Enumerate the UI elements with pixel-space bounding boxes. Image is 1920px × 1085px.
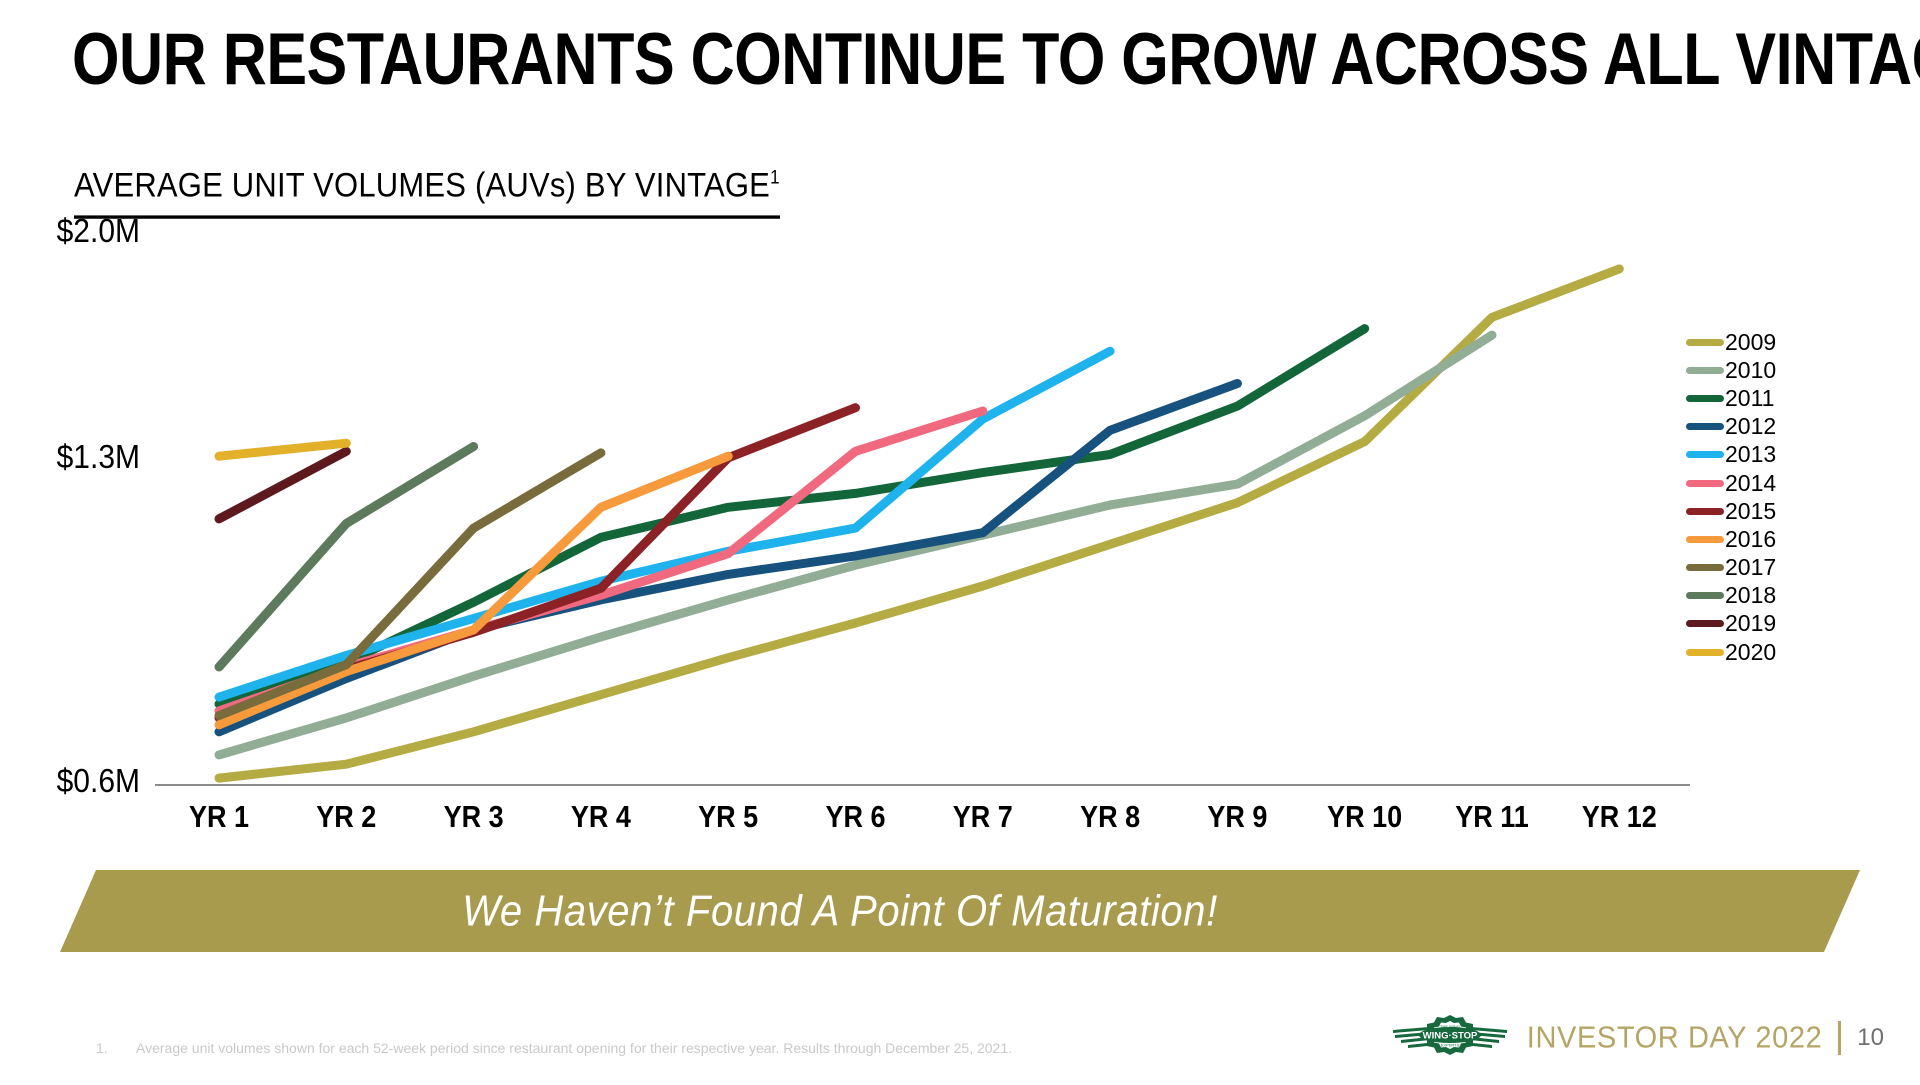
legend-swatch-icon-2010 (1686, 366, 1724, 374)
legend-label-2020: 2020 (1725, 638, 1777, 665)
x-axis-tick-yr-2: YR 2 (316, 800, 377, 834)
x-axis-tick-yr-9: YR 9 (1207, 800, 1268, 834)
legend-item-2011[interactable]: 2011 (1686, 384, 1776, 412)
x-axis-tick-yr-10: YR 10 (1327, 800, 1403, 834)
legend-label-2013: 2013 (1725, 441, 1777, 468)
legend-item-2019[interactable]: 2019 (1686, 610, 1776, 638)
y-axis-tick-06M: $0.6M (56, 763, 140, 800)
x-axis-tick-yr-3: YR 3 (443, 800, 504, 834)
legend-swatch-icon-2020 (1686, 648, 1724, 656)
series-line-2018 (214, 442, 479, 672)
x-axis-tick-yr-7: YR 7 (952, 800, 1013, 834)
x-axis-tick-yr-6: YR 6 (825, 800, 886, 834)
legend-label-2019: 2019 (1725, 610, 1777, 637)
brand-label: INVESTOR DAY 2022 (1526, 1020, 1823, 1055)
legend-swatch-icon-2013 (1686, 451, 1724, 459)
series-line-2017 (214, 448, 606, 721)
legend-item-2012[interactable]: 2012 (1686, 413, 1776, 441)
legend-item-2018[interactable]: 2018 (1686, 582, 1776, 610)
brand-divider (1838, 1021, 1842, 1055)
y-axis-tick-20M: $2.0M (56, 213, 140, 250)
svg-text:EXPERTS: EXPERTS (1440, 1043, 1459, 1048)
footer-brand: WING·STOP THE WING EXPERTS INVESTOR DAY … (1389, 1008, 1884, 1068)
legend-swatch-icon-2012 (1686, 423, 1724, 431)
legend-item-2014[interactable]: 2014 (1686, 469, 1776, 497)
chart-subtitle-superscript: 1 (770, 166, 780, 189)
callout-banner: We Haven’t Found A Point Of Maturation! (60, 870, 1860, 952)
legend-label-2015: 2015 (1725, 497, 1777, 524)
chart-subtitle-wrap: AVERAGE UNIT VOLUMES (AUVs) BY VINTAGE1 (74, 165, 780, 219)
legend-label-2016: 2016 (1725, 525, 1777, 552)
x-axis-tick-yr-8: YR 8 (1080, 800, 1141, 834)
legend-swatch-icon-2011 (1686, 394, 1724, 402)
legend-swatch-icon-2009 (1686, 338, 1724, 346)
legend-item-2010[interactable]: 2010 (1686, 356, 1776, 384)
series-line-2020 (214, 438, 351, 461)
legend-item-2020[interactable]: 2020 (1686, 638, 1776, 666)
legend-swatch-icon-2016 (1686, 535, 1724, 543)
svg-text:THE WING: THE WING (1440, 1024, 1460, 1029)
series-line-2010 (214, 330, 1497, 760)
callout-banner-text: We Haven’t Found A Point Of Maturation! (462, 886, 1218, 935)
x-axis-tick-yr-12: YR 12 (1581, 800, 1657, 834)
x-axis-tick-yr-1: YR 1 (188, 800, 250, 834)
series-line-2009 (214, 264, 1624, 783)
footnote: 1. Average unit volumes shown for each 5… (96, 1040, 1012, 1056)
legend-swatch-icon-2014 (1686, 479, 1724, 487)
legend-item-2015[interactable]: 2015 (1686, 497, 1776, 525)
legend-item-2017[interactable]: 2017 (1686, 554, 1776, 582)
legend-item-2016[interactable]: 2016 (1686, 525, 1776, 553)
legend-item-2009[interactable]: 2009 (1686, 328, 1776, 356)
svg-text:WING·STOP: WING·STOP (1422, 1031, 1477, 1042)
legend-swatch-icon-2019 (1686, 620, 1724, 628)
x-axis-tick-yr-4: YR 4 (570, 800, 631, 834)
legend-label-2017: 2017 (1725, 554, 1777, 581)
wingstop-logo: WING·STOP THE WING EXPERTS (1392, 1015, 1507, 1055)
x-axis-tick-yr-5: YR 5 (698, 800, 759, 834)
series-line-2013 (214, 346, 1115, 702)
legend-label-2018: 2018 (1725, 582, 1777, 609)
y-axis-tick-13M: $1.3M (56, 439, 140, 476)
page-title: OUR RESTAURANTS CONTINUE TO GROW ACROSS … (72, 19, 1920, 101)
chart-legend: 2009 2010 2011 2012 2013 2014 2015 2016 2017 2018… (1686, 328, 1776, 666)
footnote-number: 1. (96, 1040, 108, 1056)
legend-label-2014: 2014 (1725, 469, 1777, 496)
series-line-2019 (214, 446, 351, 524)
legend-item-2013[interactable]: 2013 (1686, 441, 1776, 469)
series-line-2016 (214, 451, 733, 730)
legend-label-2012: 2012 (1725, 413, 1777, 440)
legend-swatch-icon-2018 (1686, 592, 1724, 600)
page-number: 10 (1857, 1024, 1884, 1051)
x-axis-tick-yr-11: YR 11 (1455, 800, 1529, 834)
legend-swatch-icon-2015 (1686, 507, 1724, 515)
legend-label-2011: 2011 (1725, 384, 1775, 411)
legend-label-2010: 2010 (1725, 356, 1777, 383)
legend-swatch-icon-2017 (1686, 564, 1724, 572)
legend-label-2009: 2009 (1725, 328, 1777, 355)
chart-subtitle-text: AVERAGE UNIT VOLUMES (AUVs) BY VINTAGE (74, 165, 771, 205)
chart-subtitle: AVERAGE UNIT VOLUMES (AUVs) BY VINTAGE1 (74, 165, 780, 219)
footnote-text: Average unit volumes shown for each 52-w… (136, 1040, 1013, 1056)
